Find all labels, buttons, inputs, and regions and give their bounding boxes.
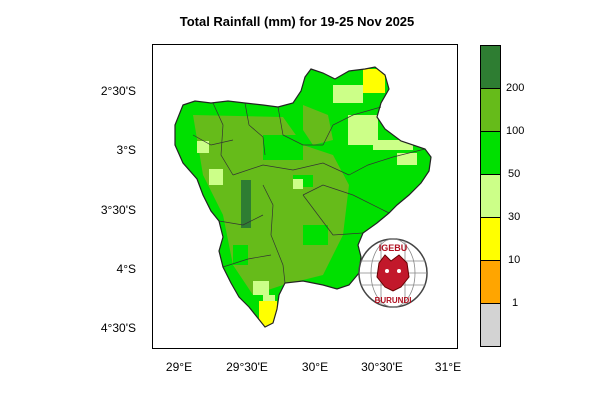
- light-green-patch: [209, 169, 223, 185]
- rainfall-map: IGEBU BURUNDI: [174, 66, 432, 328]
- colorbar-swatch: [480, 217, 501, 261]
- colorbar-label: 10: [508, 254, 521, 266]
- bright-green-patch: [303, 225, 328, 245]
- y-tick-label: 4°30'S: [100, 321, 136, 335]
- light-green-patch: [253, 281, 269, 295]
- x-tick-label: 31°E: [434, 360, 462, 374]
- igebu-logo: IGEBU BURUNDI: [358, 238, 428, 308]
- colorbar-swatch: [480, 260, 501, 304]
- colorbar-swatch: [480, 88, 501, 132]
- y-tick-label: 2°30'S: [100, 84, 136, 98]
- map-title: Total Rainfall (mm) for 19-25 Nov 2025: [179, 14, 415, 29]
- colorbar-label: 30: [508, 211, 521, 223]
- colorbar-label: 50: [508, 168, 521, 180]
- colorbar-swatch: [480, 303, 501, 347]
- dark-green-strip: [241, 180, 251, 228]
- light-green-patch: [333, 85, 363, 103]
- x-tick-label: 30°30'E: [361, 360, 403, 374]
- colorbar-swatch: [480, 45, 501, 89]
- colorbar: [480, 45, 501, 347]
- light-green-patch: [373, 140, 413, 150]
- leopard-head-icon: [376, 254, 410, 292]
- mid-green-region: [303, 105, 333, 145]
- mid-green-region: [193, 115, 349, 295]
- province-borders: [192, 102, 426, 284]
- light-green-patch: [293, 179, 303, 189]
- colorbar-label: 200: [506, 82, 525, 94]
- logo-bottom-text: BURUNDI: [375, 296, 412, 305]
- bright-green-patch: [263, 135, 303, 160]
- light-green-patch: [197, 141, 209, 153]
- light-green-patch: [397, 153, 417, 165]
- bright-green-patch: [233, 245, 248, 265]
- colorbar-label: 1: [512, 297, 519, 309]
- x-tick-label: 29°E: [165, 360, 193, 374]
- colorbar-swatch: [480, 131, 501, 175]
- yellow-patch: [363, 69, 385, 93]
- y-tick-label: 3°S: [116, 143, 136, 157]
- x-tick-label: 30°E: [301, 360, 329, 374]
- colorbar-swatch: [480, 174, 501, 218]
- yellow-patch: [259, 301, 277, 327]
- map-plot-area: IGEBU BURUNDI: [152, 44, 458, 349]
- x-tick-label: 29°30'E: [226, 360, 268, 374]
- colorbar-label: 100: [506, 125, 525, 137]
- y-tick-label: 4°S: [116, 262, 136, 276]
- logo-top-text: IGEBU: [379, 243, 408, 253]
- y-tick-label: 3°30'S: [100, 203, 136, 217]
